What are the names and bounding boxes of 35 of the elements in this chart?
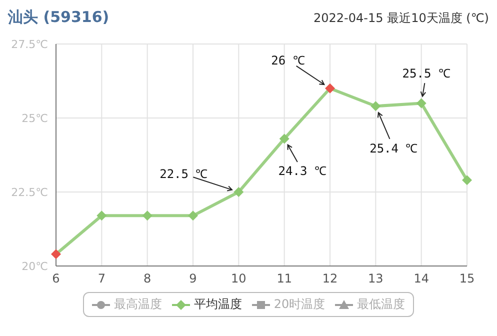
point: [234, 187, 244, 197]
x-tick-label: 8: [144, 272, 152, 286]
legend-label: 20时温度: [272, 296, 326, 313]
point: [142, 210, 152, 221]
point: [279, 134, 290, 144]
chart-subtitle: 2022-04-15 最近10天温度 (℃): [314, 10, 489, 27]
y-tick-label: 25℃: [22, 112, 48, 125]
legend-label: 最低温度: [356, 296, 406, 313]
x-tick-label: 15: [459, 272, 475, 286]
point: [325, 83, 335, 94]
point: [462, 175, 472, 186]
point: [188, 210, 198, 221]
x-tick-label: 14: [414, 272, 429, 286]
x-tick-label: 6: [52, 272, 60, 286]
y-tick-label: 27.5℃: [11, 38, 48, 51]
legend-label: 平均温度: [192, 296, 242, 313]
x-tick-label: 10: [231, 272, 246, 286]
point: [370, 101, 381, 112]
chart-title: 汕头 (59316): [8, 8, 110, 27]
x-tick-label: 11: [276, 272, 292, 286]
point: [416, 98, 426, 108]
legend-label: 最高温度: [112, 296, 162, 313]
y-tick-label: 20℃: [22, 260, 48, 273]
annotation: 24.3 ℃: [278, 164, 326, 178]
x-tick-label: 12: [322, 272, 338, 286]
annotation: 25.5 ℃: [402, 66, 450, 80]
y-tick-label: 22.5℃: [11, 186, 48, 199]
x-tick-label: 7: [98, 272, 106, 286]
point: [96, 210, 107, 221]
point: [51, 249, 61, 260]
x-tick-label: 13: [368, 272, 384, 286]
annotation: 25.4 ℃: [370, 141, 418, 156]
annotation: 22.5 ℃: [160, 167, 208, 182]
annotation: 26 ℃: [271, 54, 305, 68]
x-tick-label: 9: [189, 272, 197, 286]
